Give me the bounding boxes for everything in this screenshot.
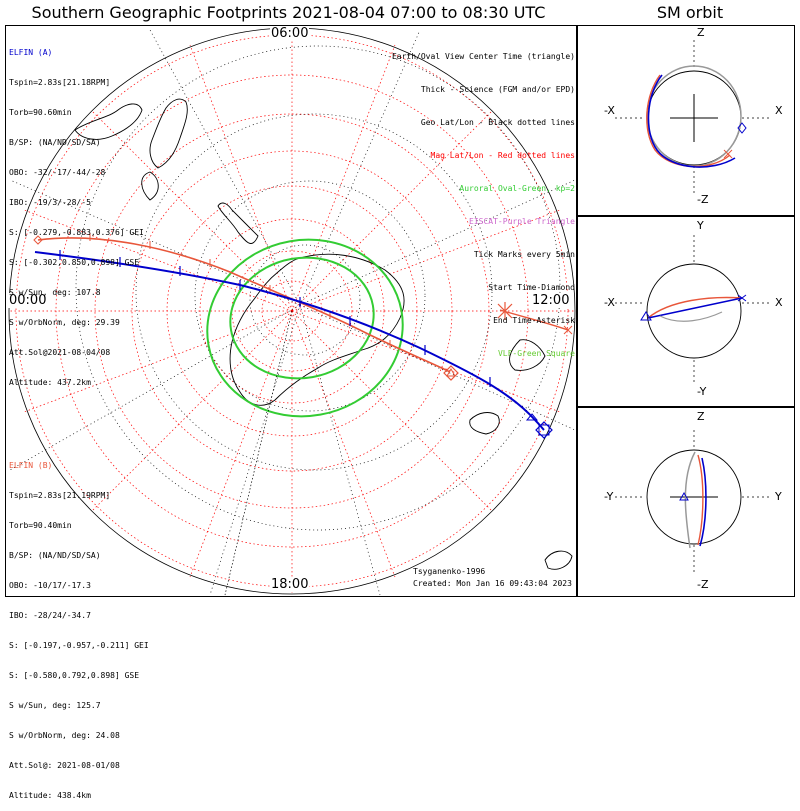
sm-panel-xy [577, 216, 795, 407]
legend-item: Geo Lat/Lon - Black dotted lines [420, 118, 575, 127]
footer-model: Tsyganenko-1996 [413, 567, 486, 576]
time-label-top: 06:00 [270, 26, 310, 41]
sm2-right-label: X [775, 296, 783, 309]
footer-created: Created: Mon Jan 16 09:43:04 2023 [413, 579, 572, 588]
auroral-oval [206, 238, 404, 418]
elfin-b-line: B/SP: (NA/ND/SD/SA) [9, 551, 101, 560]
elfin-b-header: ELFIN (B) [9, 461, 53, 470]
elfin-b-line: S: [-0.197,-0.957,-0.211] GEI [9, 641, 149, 650]
elfin-a-line: S: [-0.279,-0.883,0.376] GEI [9, 228, 144, 237]
elfin-a-header: ELFIN (A) [9, 48, 53, 57]
elfin-a-ticks [59, 250, 491, 387]
legend-item: Tick Marks every 5min [473, 250, 575, 259]
sm-orbit-title: SM orbit [656, 3, 724, 22]
legend-item: Earth/Oval View Center Time (triangle) [391, 52, 575, 61]
elfin-a-line: B/SP: (NA/ND/SD/SA) [9, 138, 101, 147]
legend: Earth/Oval View Center Time (triangle) T… [392, 29, 575, 370]
sm3-top-label: Z [697, 410, 705, 423]
sm3-right-label: Y [775, 490, 782, 503]
elfin-a-line: Torb=90.60min [9, 108, 72, 117]
sm-panel-3 [615, 430, 770, 575]
legend-item: EISCAT-Purple Triangle [469, 217, 575, 226]
elfin-b-ticks [89, 233, 391, 348]
elfin-a-info: ELFIN (A) Tspin=2.83s[21.18RPM] Torb=90.… [9, 28, 144, 398]
sm-panel-1 [615, 40, 770, 195]
elfin-a-line: S w/OrbNorm, deg: 29.39 [9, 318, 120, 327]
elfin-b-line: Tspin=2.83s[21.19RPM] [9, 491, 111, 500]
sm-panel-xz [577, 25, 795, 216]
legend-item: Auroral Oval-Green, kp=2 [459, 184, 575, 193]
elfin-a-line: S w/Sun, deg: 107.8 [9, 288, 101, 297]
elfin-b-start-diamond [443, 365, 459, 381]
page-title: Southern Geographic Footprints 2021-08-0… [31, 3, 546, 22]
sm-panel-yz [577, 407, 795, 597]
sm2-top-label: Y [697, 219, 704, 232]
legend-item: Start Time-Diamond [488, 283, 575, 292]
elfin-b-track [37, 237, 451, 373]
elfin-b-tail-asterisk [563, 325, 573, 335]
legend-item: VLF-Green Square [497, 349, 575, 358]
legend-item: End Time-Asterisk [493, 316, 575, 325]
sm3-bottom-label: -Z [697, 578, 709, 591]
elfin-a-square-marker [538, 424, 550, 436]
elfin-a-line: IBO: -19/3/-28/-5 [9, 198, 91, 207]
elfin-b-line: S w/OrbNorm, deg: 24.08 [9, 731, 120, 740]
footprint-map-panel [5, 25, 577, 597]
sm2-left-label: -X [604, 296, 615, 309]
elfin-b-line: IBO: -28/24/-34.7 [9, 611, 91, 620]
elfin-b-info: ELFIN (B) Tspin=2.83s[21.19RPM] Torb=90.… [9, 441, 149, 811]
elfin-a-line: S: [-0.302,0.850,0.898] GSE [9, 258, 140, 267]
legend-item: Thick - Science (FGM and/or EPD) [420, 85, 575, 94]
sm1-left-label: -X [604, 104, 615, 117]
elfin-a-line: OBO: -32/-17/-44/-28 [9, 168, 106, 177]
time-label-bottom: 18:00 [270, 577, 310, 592]
sm2-bottom-label: -Y [697, 385, 707, 398]
elfin-b-line: OBO: -10/17/-17.3 [9, 581, 91, 590]
sm-panel-2 [615, 235, 770, 385]
sm1-top-label: Z [697, 26, 705, 39]
elfin-b-line: S w/Sun, deg: 125.7 [9, 701, 101, 710]
elfin-b-center-triangle [446, 367, 456, 377]
elfin-b-end-marker [33, 235, 43, 245]
eiscat-line [224, 310, 293, 596]
elfin-b-line: Torb=90.40min [9, 521, 72, 530]
elfin-b-line: Altitude: 438.4km [9, 791, 91, 800]
elfin-b-line: S: [-0.580,0.792,0.898] GSE [9, 671, 140, 680]
elfin-a-center-triangle [525, 413, 539, 421]
elfin-b-line: Att.Sol@: 2021-08-01/08 [9, 761, 120, 770]
geo-grid [9, 29, 576, 596]
time-label-right: 12:00 [531, 293, 571, 308]
elfin-b-asterisk [497, 302, 513, 320]
time-label-left: 00:00 [8, 293, 48, 308]
elfin-a-line: Att.Sol@2021-08-04/08 [9, 348, 111, 357]
legend-item: Mag Lat/Lon - Red dotted lines [430, 151, 576, 160]
sm1-bottom-label: -Z [697, 193, 709, 206]
sm3-left-label: -Y [604, 490, 614, 503]
elfin-a-line: Altitude: 437.2km [9, 378, 91, 387]
sm1-right-label: X [775, 104, 783, 117]
elfin-a-line: Tspin=2.83s[21.18RPM] [9, 78, 111, 87]
